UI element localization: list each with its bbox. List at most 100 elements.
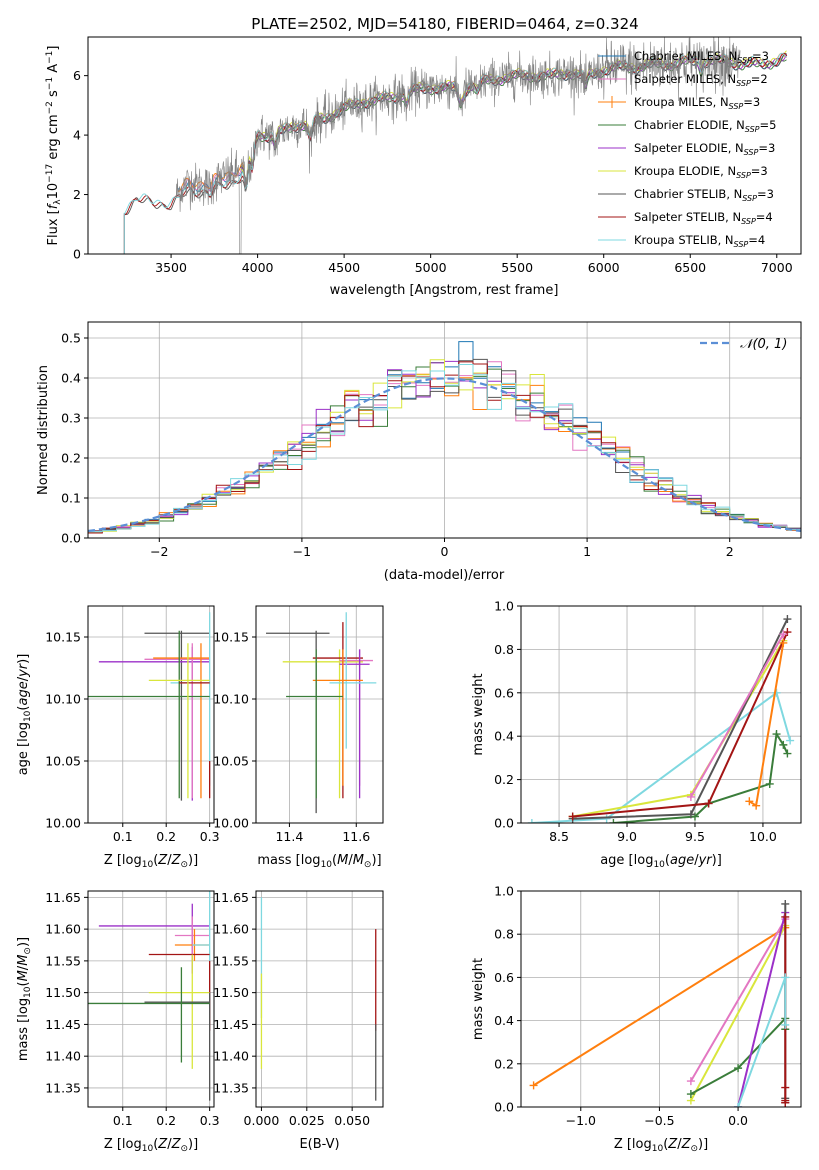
point-marker (783, 615, 792, 624)
plot-area (260, 897, 377, 1101)
panel-mass_vs_Z: 0.1 0.2 0.3 11.35 11.40 11.45 11.50 11.55 11.60 1… (16, 890, 220, 1154)
panel-weight_vs_Z: −1.0 −0.5 0.0 0.0 0.2 0.4 0.6 0.8 1.0 Z [log10(Z/… (471, 884, 802, 1154)
y-tick-label: 11.55 (213, 953, 249, 968)
point-marker (529, 1081, 538, 1090)
y-tick-label: 11.60 (45, 922, 81, 937)
point-marker (734, 1064, 743, 1073)
y-tick-label: 11.35 (45, 1080, 81, 1095)
y-tick-label: 0.4 (61, 371, 81, 386)
x-axis-label: Z [log10(Z/Z⊙)] (104, 853, 198, 870)
point-marker (781, 912, 790, 921)
plot-area (88, 612, 211, 801)
y-tick-label: 10.10 (45, 692, 81, 707)
x-axis-label: (data-model)/error (384, 568, 505, 583)
point-marker (704, 799, 713, 808)
grid (256, 606, 383, 824)
point-marker (686, 1090, 695, 1099)
y-tick-label: 11.45 (45, 1017, 81, 1032)
point-marker (786, 736, 795, 745)
x-axis-label: wavelength [Angstrom, rest frame] (330, 283, 559, 298)
x-tick-label: 11.6 (342, 829, 370, 844)
legend-label: Salpeter ELODIE, NSSP=3 (634, 141, 775, 157)
point-marker (527, 819, 536, 823)
panel-mass_vs_ebv: 0.000 0.025 0.050 11.35 11.40 11.45 11.50 11.55… (213, 890, 384, 1152)
y-tick-label: 4 (73, 128, 81, 143)
axes-frame (87, 605, 215, 824)
histogram-kroupa-elodie (88, 359, 801, 534)
y-tick-label: 10.15 (45, 630, 81, 645)
y-tick-label: 0.6 (494, 970, 514, 985)
y-tick-label: 10.00 (45, 816, 81, 831)
x-tick-label: 0.2 (156, 829, 176, 844)
point-marker (765, 779, 774, 788)
y-axis-label: mass [log10(M/M⊙)] (16, 937, 33, 1061)
x-axis-label: mass [log10(M/M⊙)] (257, 853, 381, 870)
series-line-salpeter-miles (690, 918, 787, 1082)
x-tick-label: −2 (150, 544, 168, 559)
legend-label: Chabrier ELODIE, NSSP=5 (634, 118, 776, 134)
y-tick-label: 0 (73, 247, 81, 262)
legend-label: Kroupa ELODIE, NSSP=3 (634, 164, 768, 180)
x-tick-label: 2 (726, 544, 734, 559)
y-tick-label: 0.0 (494, 816, 514, 831)
point-marker (781, 1083, 790, 1092)
plot-area (123, 37, 788, 254)
x-tick-label: 0.025 (289, 1113, 325, 1128)
y-tick-label: 0.2 (61, 451, 81, 466)
grid (88, 891, 214, 1107)
y-axis-label: Flux [fλ10−17 erg cm−2 s−1 A−1] (45, 46, 63, 246)
y-tick-label: 0.0 (61, 531, 81, 546)
panel-weight_vs_age: 8.5 9.0 9.5 10.0 0.0 0.2 0.4 0.6 0.8 1.0 age [log1… (471, 599, 802, 870)
x-tick-label: 4000 (242, 260, 274, 275)
panel-age_vs_mass: 11.4 11.6 10.00 10.05 10.10 10.15 mass [log10(… (213, 605, 384, 870)
x-tick-label: 0.050 (334, 1113, 370, 1128)
y-tick-label: 11.50 (213, 985, 249, 1000)
point-marker (690, 812, 699, 821)
x-axis-label: Z [log10(Z/Z⊙)] (614, 1137, 708, 1154)
legend-label: 𝒩(0, 1) (740, 337, 787, 352)
y-tick-label: 0.6 (494, 685, 514, 700)
x-axis-label: Z [log10(Z/Z⊙)] (104, 1137, 198, 1154)
y-tick-label: 0.3 (61, 411, 81, 426)
x-tick-label: 11.4 (275, 829, 303, 844)
x-axis-label: E(B-V) (299, 1137, 339, 1152)
plot-area (529, 899, 790, 1107)
panel-spectrum: 3500 4000 4500 5000 5500 6000 6500 7000 0 2 4 6 wave… (45, 36, 802, 298)
y-tick-label: 11.65 (45, 890, 81, 905)
point-marker (686, 1077, 695, 1086)
y-tick-label: 0.4 (494, 729, 514, 744)
point-marker (781, 1096, 790, 1105)
x-tick-label: 0.2 (156, 1113, 176, 1128)
point-marker (752, 801, 761, 810)
x-tick-label: 10.0 (749, 829, 777, 844)
x-tick-label: 3500 (155, 260, 187, 275)
axes-frame (520, 605, 802, 824)
point-marker (783, 628, 792, 637)
panel-age_vs_Z: 0.1 0.2 0.3 10.00 10.05 10.10 10.15 Z [log10(Z/… (16, 605, 220, 870)
axes-frame (255, 605, 384, 824)
y-tick-label: 10.05 (45, 754, 81, 769)
y-tick-label: 2 (73, 187, 81, 202)
x-tick-label: 0.1 (113, 1113, 133, 1128)
point-marker (779, 630, 788, 639)
y-tick-label: 11.40 (45, 1049, 81, 1064)
point-marker (686, 792, 695, 801)
grid (521, 890, 801, 1108)
point-marker (609, 819, 618, 823)
grid (88, 606, 214, 824)
x-tick-label: 9.5 (685, 829, 705, 844)
series-line-kroupa-miles (533, 926, 786, 1087)
x-tick-label: 5000 (415, 260, 447, 275)
series-line-kroupa-stelib (531, 691, 792, 823)
axes-frame (255, 890, 384, 1108)
x-tick-label: 0.0 (728, 1113, 748, 1128)
x-tick-label: 9.0 (617, 829, 637, 844)
y-tick-label: 1.0 (494, 599, 514, 614)
x-tick-label: 0.000 (244, 1113, 280, 1128)
point-marker (783, 749, 792, 758)
y-tick-label: 10.00 (213, 816, 249, 831)
point-marker (568, 812, 577, 821)
y-tick-label: 10.10 (213, 692, 249, 707)
x-tick-label: 8.5 (549, 829, 569, 844)
figure-title: PLATE=2502, MJD=54180, FIBERID=0464, z=0… (251, 15, 638, 33)
